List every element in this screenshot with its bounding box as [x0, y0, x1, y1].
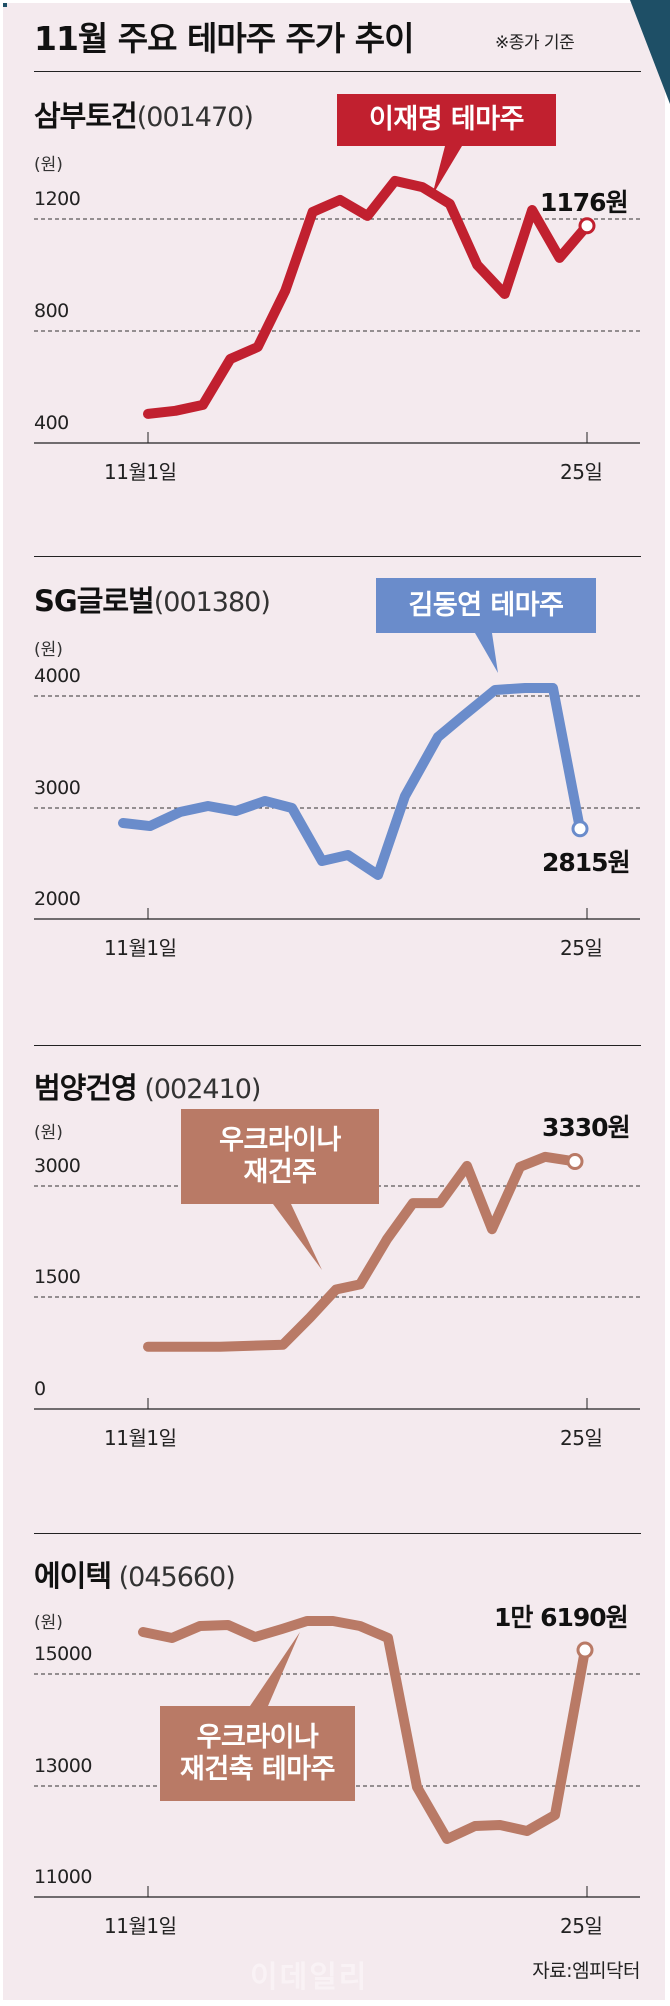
page-title: 11월 주요 테마주 주가 추이 [34, 19, 414, 58]
chart-aitec [34, 1616, 640, 1898]
section-divider [34, 1045, 641, 1046]
chart-sg [34, 578, 640, 920]
stock-name: 범양건영 [34, 1071, 138, 1105]
x-start-label: 11월1일 [104, 1914, 177, 1938]
price-line [118, 683, 585, 880]
stock-code: (001470) [136, 102, 254, 133]
infographic-panel [3, 3, 665, 2000]
y-tick-label: 15000 [34, 1643, 92, 1665]
price-line [143, 1151, 580, 1352]
y-unit-label: (원) [34, 155, 63, 175]
section-divider [34, 1533, 641, 1534]
source-label: 자료:엠피닥터 [532, 1960, 640, 1982]
chart-title-aitec: 에이텍 (045660) [34, 1553, 236, 1595]
closing-price-note: ※종가 기준 [495, 33, 575, 53]
price-line [138, 1616, 590, 1844]
callout-sg: 김동연 테마주 [376, 578, 596, 633]
section-divider [34, 71, 641, 72]
y-tick-label: 3000 [34, 1155, 81, 1177]
corner-accent [630, 0, 670, 110]
y-tick-label: 800 [34, 300, 69, 322]
callout-line: 김동연 테마주 [408, 589, 564, 621]
x-start-label: 11월1일 [104, 1426, 177, 1450]
y-tick-label: 400 [34, 412, 69, 434]
y-tick-label: 1200 [34, 188, 81, 210]
stock-code: (001380) [153, 587, 271, 618]
stock-code: (045660) [111, 1562, 236, 1593]
end-point-marker [578, 217, 596, 235]
y-tick-label: 13000 [34, 1755, 92, 1777]
x-end-label: 25일 [560, 936, 603, 960]
chart-bum [34, 1109, 640, 1410]
x-end-label: 25일 [560, 460, 603, 484]
end-value-label: 1만 6190원 [494, 1603, 629, 1632]
callout-line: 재건축 테마주 [180, 1753, 335, 1785]
section-divider [34, 556, 641, 557]
y-tick-label: 3000 [34, 777, 81, 799]
x-start-label: 11월1일 [104, 936, 177, 960]
callout-line: 이재명 테마주 [369, 104, 524, 136]
callout-line: 우크라이나 [219, 1125, 341, 1157]
chart-title-bum: 범양건영 (002410) [34, 1065, 261, 1107]
y-tick-label: 1500 [34, 1266, 81, 1288]
chart-title-sg: SG글로벌(001380) [34, 578, 271, 620]
stock-name: 에이텍 [34, 1559, 112, 1593]
y-tick-label: 2000 [34, 888, 81, 910]
price-line [143, 175, 592, 419]
callout-aitec: 우크라이나 재건축 테마주 [160, 1706, 355, 1801]
chart-samboo [34, 94, 640, 444]
y-unit-label: (원) [34, 1123, 63, 1143]
y-tick-label: 0 [34, 1378, 46, 1400]
stock-name: 삼부토건 [34, 99, 138, 133]
chart-title-samboo: 삼부토건(001470) [34, 93, 254, 135]
end-value-label: 2815원 [542, 848, 631, 877]
end-point-marker [576, 1641, 594, 1659]
y-tick-label: 11000 [34, 1866, 92, 1888]
y-unit-label: (원) [34, 1613, 63, 1633]
x-start-label: 11월1일 [104, 460, 177, 484]
x-end-label: 25일 [560, 1914, 603, 1938]
end-value-label: 1176원 [540, 188, 629, 217]
watermark: 이데일리 [250, 1960, 369, 1995]
x-end-label: 25일 [560, 1426, 603, 1450]
end-point-marker [566, 1152, 584, 1170]
y-tick-label: 4000 [34, 665, 81, 687]
stock-name: SG글로벌 [34, 584, 155, 618]
callout-samboo: 이재명 테마주 [337, 94, 556, 146]
stock-code: (002410) [136, 1074, 261, 1105]
end-value-label: 3330원 [542, 1113, 631, 1142]
callout-bum: 우크라이나 재건주 [181, 1109, 379, 1204]
callout-line: 우크라이나 [196, 1722, 319, 1754]
corner-mark [3, 3, 7, 7]
end-point-marker [571, 820, 589, 838]
callout-line: 재건주 [243, 1156, 317, 1188]
y-unit-label: (원) [34, 640, 63, 660]
